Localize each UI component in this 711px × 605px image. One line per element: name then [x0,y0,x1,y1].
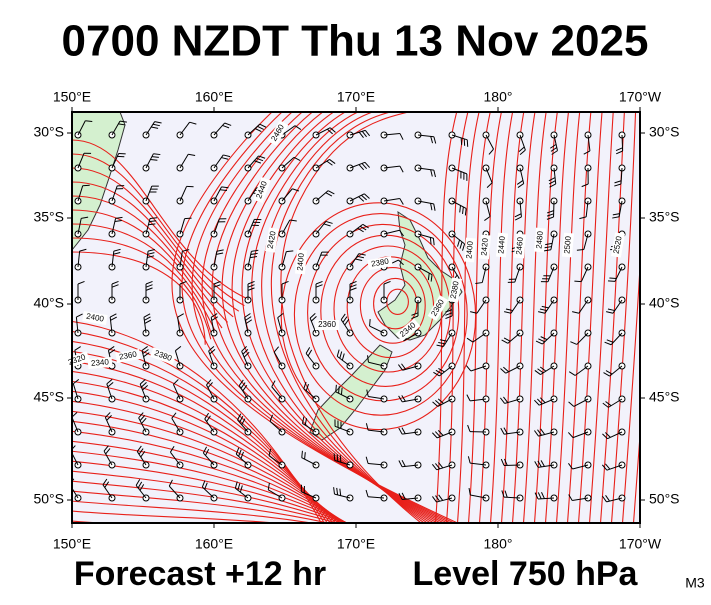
lat-label: 40°S [649,295,680,311]
contour-label: 2400 [295,252,306,271]
barb-feather [609,278,616,279]
lat-label: 50°S [649,491,680,507]
barb-feather [83,185,90,186]
lon-label: 180° [484,536,513,552]
lon-label: 150°E [53,536,91,552]
lat-label: 30°S [33,124,64,140]
barb-feather [85,121,92,122]
barb-feather [305,452,306,459]
lon-label: 160°E [195,536,233,552]
barb-staff [622,135,623,151]
lat-label: 45°S [649,389,680,405]
contour-label: 2500 [562,235,573,254]
barb-feather [337,454,338,461]
contour-label: 2440 [496,235,507,254]
title: 0700 NZDT Thu 13 Nov 2025 [62,17,649,66]
lat-label: 50°S [33,491,64,507]
barb-feather [286,251,293,252]
lon-label: 160°E [195,89,233,105]
barb-feather [608,281,615,282]
barb-feather [341,388,342,395]
barb-feather [370,319,371,326]
barb-feather [334,453,335,460]
lat-label: 35°S [33,209,64,225]
lon-label: 170°W [619,89,662,105]
contour-label: 2360 [318,320,336,329]
forecast-label: Forecast +12 hr [74,555,326,593]
contour-label: 2400 [464,240,475,259]
lon-label: 150°E [53,89,91,105]
lat-label: 45°S [33,389,64,405]
contour-label: 2480 [534,230,545,249]
lon-label: 170°E [337,89,375,105]
barb-feather [339,386,340,393]
barb-feather [185,218,192,219]
lon-label: 180° [484,89,513,105]
barb-feather [336,385,337,392]
barb-feather [340,455,341,462]
lat-label: 40°S [33,295,64,311]
lat-label: 35°S [649,209,680,225]
model-code: M3 [685,575,705,591]
lon-label: 170°W [619,536,662,552]
lon-label: 170°E [337,536,375,552]
contour-label: 2460 [514,236,525,255]
lat-label: 30°S [649,124,680,140]
contour-label: 2420 [479,237,490,256]
level-label: Level 750 hPa [413,555,639,593]
contour-label: 2340 [91,357,110,368]
barb-feather [302,451,303,458]
